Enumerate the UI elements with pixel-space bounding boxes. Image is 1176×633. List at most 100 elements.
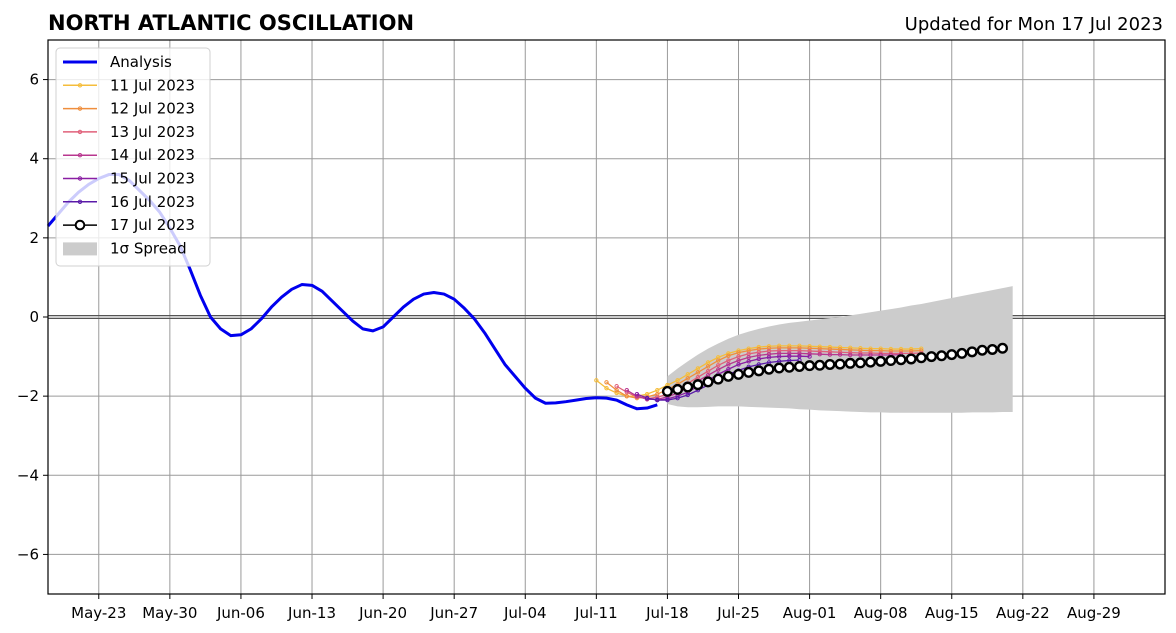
legend-label: Analysis (110, 53, 172, 71)
forecast-point (776, 354, 782, 359)
forecast-point (695, 370, 701, 375)
forecast-line-3 (626, 352, 902, 400)
forecast-point (763, 363, 775, 375)
x-tick-label: Jul-04 (503, 604, 547, 622)
forecast-point (692, 379, 704, 391)
legend-box (55, 47, 211, 267)
legend-label: 15 Jul 2023 (110, 170, 195, 188)
forecast-point (665, 397, 670, 403)
forecast-point (817, 349, 822, 354)
forecast-point (976, 344, 988, 356)
forecast-point (837, 350, 843, 355)
forecast-point (956, 347, 968, 359)
forecast-point (624, 388, 630, 393)
forecast-point (868, 348, 873, 353)
y-tick-label: 2 (29, 229, 39, 247)
chart-subtitle: Updated for Mon 17 Jul 2023 (905, 14, 1163, 35)
forecast-point (797, 348, 802, 353)
forecast-point (685, 376, 690, 381)
forecast-point (716, 363, 721, 368)
x-tick-label: Jul-11 (574, 604, 618, 622)
x-tick-label: Jun-27 (429, 604, 478, 622)
forecast-point (746, 355, 751, 360)
forecast-point (807, 346, 812, 351)
legend-marker (77, 199, 83, 205)
legend-label: 17 Jul 2023 (110, 216, 195, 234)
forecast-point (733, 368, 745, 380)
forecast-point (946, 349, 958, 361)
forecast-point (865, 356, 877, 368)
forecast-point (644, 395, 650, 401)
forecast-point (804, 360, 816, 372)
forecast-point (885, 355, 897, 367)
forecast-point (807, 354, 812, 359)
y-tick-label: 4 (29, 150, 39, 168)
forecast-point (661, 385, 673, 397)
forecast-point (807, 348, 812, 354)
forecast-point (705, 360, 711, 365)
forecast-point (604, 386, 609, 391)
legend-marker (77, 106, 83, 111)
forecast-point (726, 362, 731, 367)
forecast-point (685, 392, 690, 398)
legend-label: 1σ Spread (110, 239, 187, 257)
forecast-point (716, 367, 721, 372)
forecast-point (766, 355, 772, 360)
forecast-point (614, 384, 619, 389)
forecast-point (746, 359, 751, 364)
forecast-point (783, 361, 795, 373)
forecast-point (787, 351, 792, 356)
forecast-point (827, 352, 833, 357)
x-tick-label: Jul-18 (645, 604, 689, 622)
y-tick-label: −6 (17, 545, 39, 563)
forecast-point (736, 350, 741, 355)
forecast-point (675, 395, 680, 401)
forecast-point (695, 374, 701, 380)
forecast-point (722, 370, 734, 382)
forecast-point (875, 355, 887, 367)
x-tick-label: Aug-29 (1067, 604, 1121, 622)
x-tick-label: Jun-13 (287, 604, 336, 622)
forecast-point (705, 364, 711, 369)
forecast-point (986, 343, 998, 355)
forecast-point (716, 358, 721, 363)
forecast-point (753, 365, 765, 377)
legend-marker (77, 83, 83, 88)
x-tick-label: Aug-08 (854, 604, 908, 622)
legend-marker (77, 176, 83, 181)
forecast-point (787, 345, 792, 351)
forecast-point (848, 350, 853, 355)
legend: Analysis 11 Jul 2023 12 Jul 2023 13 Jul 202… (55, 47, 211, 267)
x-tick-label: May-30 (142, 604, 197, 622)
forecast-point (925, 351, 937, 363)
x-tick-label: Aug-01 (783, 604, 837, 622)
forecast-point (854, 357, 866, 369)
forecast-point (919, 346, 924, 351)
x-tick-label: May-23 (71, 604, 126, 622)
x-tick-label: Aug-22 (996, 604, 1050, 622)
x-tick-label: Jun-06 (216, 604, 265, 622)
legend-label: 12 Jul 2023 (110, 100, 195, 118)
axes: May-23 May-30 Jun-06 Jun-13 Jun-20 Jun-27 Jul-… (17, 39, 1166, 622)
legend-marker (77, 129, 83, 135)
forecast-point (858, 352, 863, 358)
forecast-point (797, 345, 802, 351)
forecast-point (817, 351, 822, 357)
forecast-point (655, 397, 660, 403)
forecast-point (797, 351, 802, 356)
forecast-point (797, 353, 802, 359)
forecast-point (776, 348, 782, 353)
forecast-point (685, 372, 690, 377)
y-tick-label: 0 (29, 308, 39, 326)
forecast-point (604, 380, 609, 385)
legend-marker (74, 219, 86, 231)
forecast-point (773, 362, 785, 374)
forecast-point (644, 391, 650, 397)
forecast-point (915, 352, 927, 364)
forecast-point (726, 353, 731, 358)
series-lines (46, 173, 1009, 411)
forecast-point (807, 351, 812, 357)
x-tick-label: Aug-15 (925, 604, 979, 622)
forecast-point (827, 349, 833, 355)
